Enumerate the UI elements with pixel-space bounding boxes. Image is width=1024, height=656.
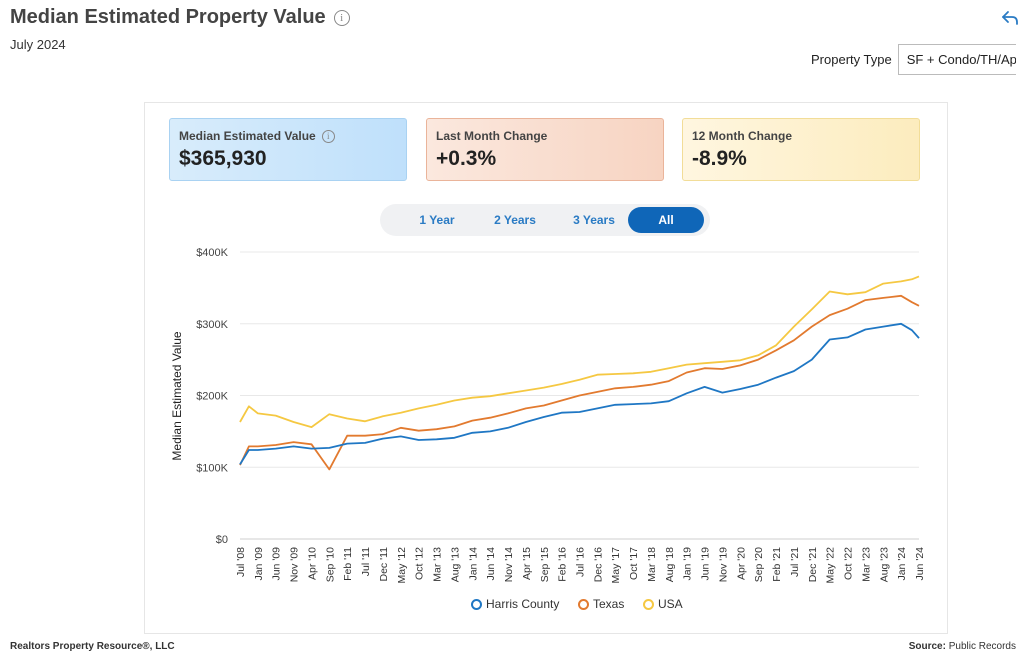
x-tick-label: Apr '15 <box>521 547 533 580</box>
legend-label-usa: USA <box>658 597 683 611</box>
line-chart: $0 $100K $200K $300K $400K Jul '08 Jan '09 Jun… <box>170 247 926 584</box>
x-tick-label: Mar '23 <box>860 547 872 582</box>
footer-source-value: Public Records <box>948 641 1016 652</box>
x-tick-label: Jul '16 <box>575 547 587 577</box>
x-tick-label: Jun '14 <box>485 547 497 581</box>
page-subtitle: July 2024 <box>10 37 66 52</box>
legend-item-harris-county[interactable]: Harris County <box>471 597 559 611</box>
legend-label-texas: Texas <box>593 597 625 611</box>
info-icon[interactable]: i <box>321 129 335 143</box>
x-tick-label: Jun '24 <box>914 547 926 581</box>
x-tick-label: Jun '19 <box>700 547 712 581</box>
x-tick-label: Dec '16 <box>592 547 604 582</box>
legend-marker-texas <box>578 598 589 610</box>
tab-1-year[interactable]: 1 Year <box>419 213 455 227</box>
y-axis-label: Median Estimated Value <box>170 331 184 461</box>
x-tick-label: Dec '21 <box>807 547 819 582</box>
y-tick-label: $200K <box>196 391 228 403</box>
legend-marker-usa <box>643 598 654 610</box>
legend-item-texas[interactable]: Texas <box>578 597 624 611</box>
x-tick-label: Oct '17 <box>628 547 640 580</box>
x-tick-label: Jan '24 <box>896 547 908 581</box>
x-tick-label: Feb '11 <box>342 547 354 581</box>
x-tick-label: May '12 <box>396 547 408 584</box>
tab-all[interactable]: All <box>628 207 704 233</box>
footer-copyright: Realtors Property Resource®, LLC <box>10 641 175 652</box>
legend-marker-harris-county <box>471 598 482 610</box>
legend-item-usa[interactable]: USA <box>643 597 683 611</box>
info-icon[interactable]: i <box>333 9 350 26</box>
time-range-tabs: 1 Year 2 Years 3 Years All <box>380 204 710 236</box>
x-tick-label: Aug '23 <box>878 547 890 582</box>
tab-2-years[interactable]: 2 Years <box>494 213 536 227</box>
twelve-month-change-card: 12 Month Change -8.9% <box>682 118 920 181</box>
median-value-card-label: Median Estimated Value i <box>179 129 397 143</box>
x-tick-label: Oct '12 <box>414 547 426 580</box>
x-tick-label: Jan '09 <box>253 547 265 581</box>
share-icon[interactable] <box>1000 8 1020 28</box>
x-tick-label: Feb '16 <box>557 547 569 582</box>
last-month-change-label: Last Month Change <box>436 129 548 143</box>
twelve-month-change-value: -8.9% <box>692 147 747 170</box>
x-tick-label: May '22 <box>825 547 837 584</box>
x-tick-label: Dec '11 <box>378 547 390 582</box>
x-tick-label: Nov '09 <box>289 547 301 582</box>
x-tick-label: Aug '13 <box>449 547 461 582</box>
footer-source: Source: Public Records <box>909 641 1016 652</box>
x-tick-label: Jul '11 <box>360 547 372 576</box>
x-tick-label: Aug '18 <box>664 547 676 582</box>
x-tick-label: Jan '14 <box>467 547 479 581</box>
footer-source-label: Source: <box>908 641 946 652</box>
last-month-change-value: +0.3% <box>436 147 497 170</box>
x-tick-label: Jul '08 <box>235 547 247 577</box>
x-tick-label: Jul '21 <box>789 547 801 577</box>
x-tick-label: Apr '20 <box>735 547 747 580</box>
last-month-change-card: Last Month Change +0.3% <box>426 118 664 181</box>
property-type-select[interactable]: SF + Condo/TH/Apt <box>897 44 1016 75</box>
y-tick-label: $100K <box>196 462 228 474</box>
x-tick-label: Sep '10 <box>324 547 336 582</box>
median-value-amount: $365,930 <box>179 147 267 170</box>
median-value-label-text: Median Estimated Value <box>179 129 316 143</box>
x-tick-label: Nov '14 <box>503 547 515 582</box>
x-tick-label: Feb '21 <box>771 547 783 582</box>
x-tick-label: Mar '18 <box>646 547 658 582</box>
x-tick-label: May '17 <box>610 547 622 584</box>
x-tick-label: Apr '10 <box>306 547 318 580</box>
tab-3-years[interactable]: 3 Years <box>573 213 615 227</box>
x-tick-label: Sep '15 <box>539 547 551 582</box>
y-tick-label: $400K <box>196 247 228 259</box>
x-tick-label: Oct '22 <box>843 547 855 580</box>
page-title: Median Estimated Property Value i <box>10 6 350 29</box>
median-value-card: Median Estimated Value i $365,930 <box>169 118 407 181</box>
x-tick-label: Jun '09 <box>271 547 283 581</box>
series-line-usa[interactable] <box>239 275 920 429</box>
series-line-harris-county[interactable] <box>239 322 920 465</box>
x-tick-label: Nov '19 <box>717 547 729 582</box>
series-line-texas[interactable] <box>239 294 920 471</box>
chart-panel <box>144 102 948 634</box>
y-tick-label: $300K <box>196 319 228 331</box>
x-tick-label: Mar '13 <box>432 547 444 582</box>
y-tick-label: $0 <box>216 534 228 546</box>
property-type-control: Property Type SF + Condo/TH/Apt <box>811 44 1016 75</box>
page-title-text: Median Estimated Property Value <box>10 6 326 28</box>
property-type-label: Property Type <box>811 52 892 67</box>
twelve-month-change-label: 12 Month Change <box>692 129 793 143</box>
x-tick-label: Jan '19 <box>682 547 694 581</box>
legend-label-harris-county: Harris County <box>486 597 560 611</box>
x-tick-label: Sep '20 <box>753 547 765 582</box>
